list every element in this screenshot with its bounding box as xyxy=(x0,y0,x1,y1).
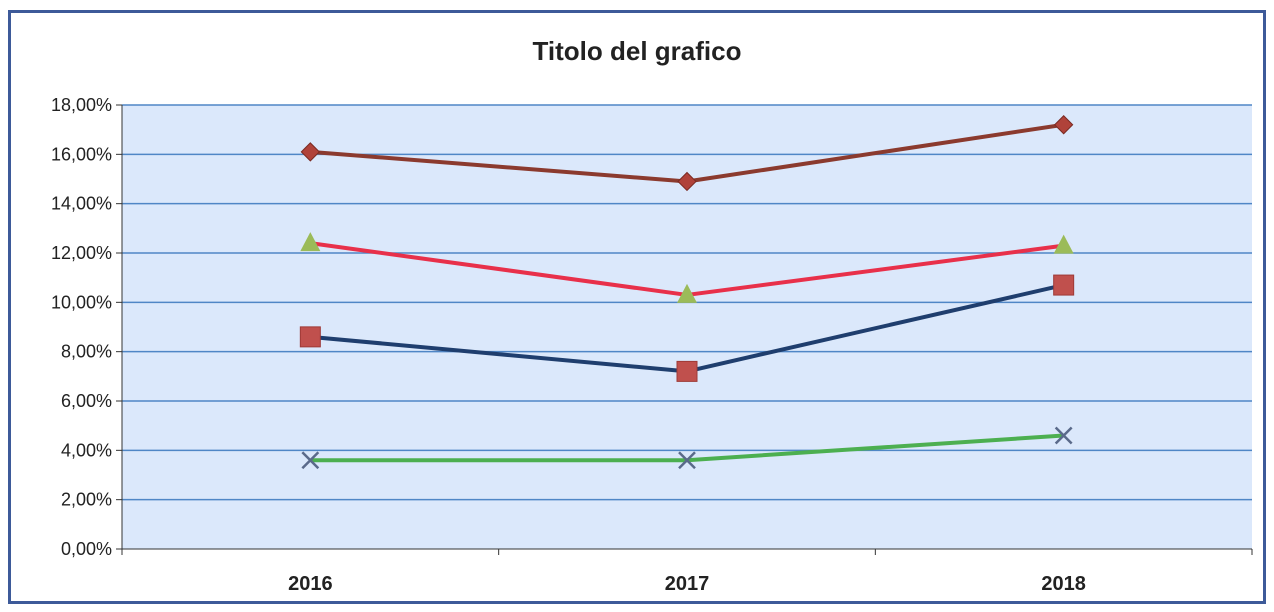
y-tick-label: 18,00% xyxy=(51,95,112,115)
series-2-point xyxy=(299,326,321,348)
series-0-point xyxy=(677,171,697,192)
series-2-point xyxy=(1053,274,1075,296)
series-1-point xyxy=(677,283,697,303)
series-0-point xyxy=(1053,115,1074,135)
series-2-point xyxy=(676,360,698,382)
y-tick-label: 12,00% xyxy=(51,243,112,263)
x-tick-label: 2016 xyxy=(288,573,333,595)
y-tick-label: 0,00% xyxy=(61,539,112,559)
y-tick-label: 16,00% xyxy=(51,144,112,164)
series-3-point xyxy=(1054,426,1073,445)
series-3-point xyxy=(301,451,320,470)
y-tick-label: 8,00% xyxy=(61,342,112,362)
y-tick-label: 14,00% xyxy=(51,194,112,214)
y-tick-label: 10,00% xyxy=(51,292,112,312)
y-tick-label: 6,00% xyxy=(61,391,112,411)
y-tick-label: 4,00% xyxy=(61,440,112,460)
series-1-point xyxy=(1053,234,1074,254)
x-tick-label: 2017 xyxy=(665,573,710,595)
series-3-point xyxy=(678,451,696,470)
series-1-point xyxy=(300,232,321,252)
y-tick-label: 2,00% xyxy=(61,490,112,510)
x-tick-label: 2018 xyxy=(1041,573,1086,595)
plot-area xyxy=(122,105,1252,549)
chart-title: Titolo del grafico xyxy=(532,36,742,66)
series-0-point xyxy=(300,142,321,162)
